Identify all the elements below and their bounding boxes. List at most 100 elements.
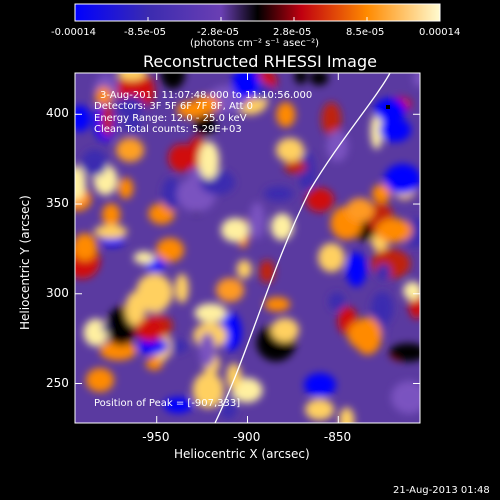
intensity-blob (305, 398, 335, 421)
intensity-blob (194, 303, 228, 323)
intensity-blob (326, 130, 349, 162)
solar-limb (214, 73, 391, 423)
intensity-blob (403, 281, 420, 301)
intensity-blob (102, 203, 121, 227)
colorbar-gradient (74, 3, 441, 22)
intensity-blob (94, 224, 128, 239)
intensity-blob (391, 380, 420, 414)
intensity-blob (194, 115, 217, 135)
intensity-blob (75, 165, 87, 202)
colorbar-tick-label: -8.5e-05 (124, 27, 166, 38)
y-axis-title: Heliocentric Y (arcsec) (18, 195, 32, 330)
intensity-blob (259, 260, 275, 283)
intensity-blob (198, 141, 220, 180)
y-tick-label: 350 (46, 196, 69, 211)
intensity-blob (284, 159, 307, 174)
intensity-blob (125, 291, 146, 327)
y-tick-label: 400 (46, 106, 69, 121)
intensity-blob (384, 163, 420, 195)
intensity-blob (94, 86, 113, 108)
intensity-blob (346, 252, 367, 287)
intensity-blob (328, 292, 345, 311)
intensity-blob (276, 138, 304, 162)
intensity-blob (124, 115, 141, 135)
intensity-blob (309, 73, 329, 86)
colorbar-tick-label: -2.8e-05 (197, 27, 239, 38)
intensity-blob (136, 318, 164, 342)
intensity-blob (221, 218, 249, 242)
intensity-blob (75, 105, 91, 132)
intensity-blob (263, 186, 294, 202)
intensity-blob (101, 103, 114, 137)
intensity-blob (118, 177, 134, 199)
intensity-blob (99, 340, 137, 361)
intensity-blob (375, 218, 413, 243)
intensity-blob (163, 397, 193, 414)
colorbar-tick-label: -0.00014 (51, 27, 96, 38)
energy-range-text: Energy Range: 12.0 - 25.0 keV (94, 113, 247, 124)
intensity-blob (370, 113, 383, 150)
x-tick-label: -900 (233, 430, 261, 444)
intensity-blob (219, 395, 237, 420)
intensity-blob (176, 101, 208, 119)
intensity-blob (136, 337, 169, 355)
colorbar-tick-label: 0.00014 (419, 27, 461, 38)
colorbar-tick-label: 8.5e-05 (346, 27, 385, 38)
intensity-blob (249, 201, 265, 240)
footer-date: 21-Aug-2013 01:48 (393, 485, 490, 496)
peak-marker (386, 105, 390, 109)
intensity-blob (160, 73, 186, 90)
intensity-blob (276, 102, 296, 128)
y-tick-label: 250 (46, 375, 69, 390)
intensity-blob (156, 238, 184, 262)
intensity-blob (145, 357, 163, 371)
detectors-text: Detectors: 3F 5F 6F 7F 8F, Att 0 (94, 101, 254, 112)
intensity-blob (270, 213, 294, 241)
intensity-blob (346, 198, 374, 222)
intensity-blob (271, 318, 299, 342)
intensity-blob (304, 373, 336, 397)
intensity-blob (379, 118, 411, 142)
colorbar-tick-label: 2.8e-05 (273, 27, 312, 38)
intensity-blob (198, 332, 216, 367)
intensity-blob (231, 73, 260, 100)
intensity-blob (216, 278, 244, 302)
intensity-blob (192, 371, 224, 409)
intensity-blob (347, 320, 379, 349)
intensity-blob (116, 95, 145, 117)
x-axis-title: Heliocentric X (arcsec) (174, 447, 310, 461)
intensity-blob (81, 149, 108, 177)
intensity-blob (168, 143, 195, 172)
intensity-blob (174, 273, 189, 304)
intensity-blob (75, 233, 98, 261)
intensity-blob (264, 297, 291, 312)
intensity-blob (371, 291, 394, 325)
intensity-blob (133, 251, 155, 264)
total-counts-text: Clean Total counts: 5.29E+03 (94, 124, 242, 135)
intensity-blob (117, 73, 147, 81)
intensity-blob (116, 138, 144, 162)
intensity-blob (318, 243, 345, 273)
intensity-blob (389, 343, 420, 362)
intensity-blob (83, 318, 109, 347)
intensity-blob (294, 73, 308, 85)
intensity-blob (86, 368, 114, 392)
intensity-blob (374, 98, 406, 122)
peak-position-text: Position of Peak = [-907,333] (94, 398, 241, 409)
intensity-blob (321, 102, 342, 136)
intensity-blob (306, 188, 334, 212)
intensity-blob (339, 407, 355, 423)
intensity-blob (236, 259, 252, 279)
intensity-blob (376, 263, 391, 281)
colorbar-unit-label: (photons cm⁻² s⁻¹ asec⁻²) (190, 38, 320, 49)
intensity-blob (135, 273, 173, 313)
intensity-blob (371, 184, 391, 203)
y-tick-label: 300 (46, 285, 69, 300)
x-tick-label: -850 (323, 430, 352, 444)
time-range-text: 3-Aug-2011 11:07:48.000 to 11:10:56.000 (100, 90, 313, 101)
x-tick-label: -950 (142, 430, 170, 444)
intensity-blob (162, 177, 181, 211)
intensity-blob (413, 73, 420, 88)
